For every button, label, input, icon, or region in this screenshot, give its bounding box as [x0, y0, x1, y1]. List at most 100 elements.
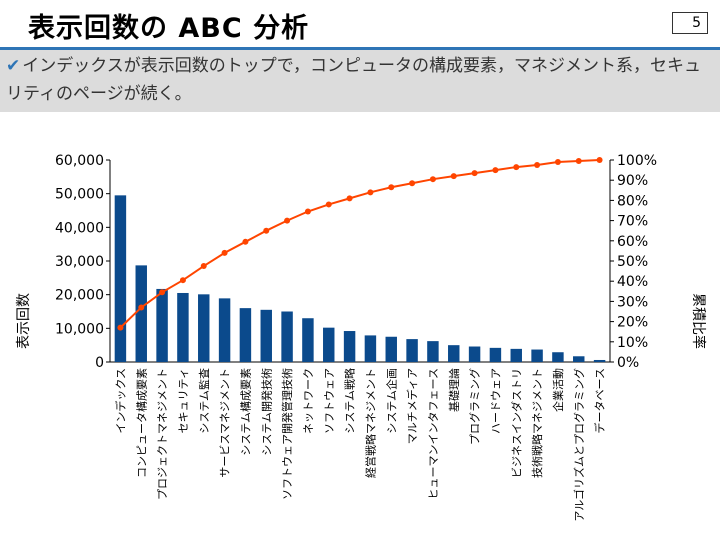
- category-label: サービスマネジメント: [219, 368, 232, 478]
- cumulative-point: [138, 304, 145, 311]
- category-label: コンピュータ構成要素: [135, 368, 148, 478]
- cumulative-point: [388, 184, 395, 191]
- category-label: 企業活動: [551, 368, 565, 412]
- category-label: ソフトウェア: [323, 368, 336, 434]
- category-label: マルチメディア: [405, 368, 419, 444]
- bar: [573, 356, 585, 362]
- y2-tick-label: 40%: [617, 274, 648, 290]
- y2-tick-label: 80%: [617, 193, 648, 209]
- bar: [156, 288, 168, 362]
- category-label: ハードウェア: [489, 368, 502, 434]
- category-label: プロジェクトマネジメント: [156, 368, 169, 500]
- bar: [406, 339, 418, 362]
- cumulative-point: [429, 176, 436, 183]
- cumulative-point: [492, 167, 499, 174]
- cumulative-point: [304, 208, 311, 215]
- category-label: ソフトウェア開発管理技術: [280, 368, 294, 500]
- cumulative-point: [367, 189, 374, 196]
- pareto-chart: 0 10,000 20,000 30,000 40,000 50,000 60,000 0% 1…: [0, 140, 720, 540]
- bar: [364, 335, 377, 362]
- category-label: システム監査: [197, 368, 211, 434]
- y2-tick-label: 30%: [617, 294, 648, 310]
- bar: [260, 309, 272, 362]
- bar: [510, 348, 522, 362]
- category-label: セキュリティ: [177, 368, 190, 433]
- cumulative-point: [513, 164, 520, 171]
- cumulative-point: [284, 217, 291, 224]
- bar: [198, 294, 210, 362]
- category-label: 技術戦略マネジメント: [530, 368, 544, 478]
- bar: [385, 336, 397, 362]
- y-tick-label: 10,000: [55, 321, 104, 337]
- bar: [531, 349, 543, 362]
- cumulative-point: [346, 195, 353, 202]
- cumulative-point: [117, 324, 124, 331]
- y2-tick-label: 50%: [617, 254, 648, 270]
- bar: [281, 311, 293, 362]
- bullet-item: ✔ インデックスが表示回数のトップで，コンピュータの構成要素，マネジメント系，セキ…: [6, 52, 712, 108]
- checkmark-icon: ✔: [6, 56, 21, 76]
- cumulative-point: [179, 277, 186, 284]
- bar: [177, 292, 189, 362]
- cumulative-line: [119, 159, 600, 329]
- category-label: 経営戦略マネジメント: [363, 368, 377, 478]
- bar: [593, 359, 606, 362]
- category-label: 基礎理論: [447, 368, 461, 412]
- cumulative-point: [554, 159, 561, 166]
- bar: [448, 345, 460, 362]
- category-label: システム開発技術: [259, 368, 273, 456]
- bar: [114, 195, 127, 362]
- cumulative-point: [263, 227, 270, 234]
- cumulative-point: [450, 173, 457, 180]
- slide-title: 表示回数の ABC 分析: [28, 13, 310, 44]
- cumulative-point: [159, 289, 166, 296]
- y2-axis-title: 累積比率: [690, 293, 707, 349]
- category-label: システム構成要素: [239, 368, 252, 456]
- cumulative-point: [596, 157, 603, 163]
- category-label: システム企画: [384, 368, 398, 434]
- cumulative-point: [471, 170, 478, 177]
- category-label: システム戦略: [343, 368, 357, 434]
- y2-tick-label: 60%: [617, 234, 648, 250]
- bar: [489, 347, 502, 362]
- bullet-text: インデックスが表示回数のトップで，コンピュータの構成要素，マネジメント系，セキュ…: [6, 56, 702, 104]
- category-label: インデックス: [113, 368, 127, 434]
- y2-tick-label: 70%: [617, 214, 648, 230]
- category-label: ヒューマンインタフェース: [427, 368, 440, 499]
- bar: [239, 308, 252, 362]
- y-tick-label: 60,000: [55, 153, 104, 169]
- chart-svg: 0 10,000 20,000 30,000 40,000 50,000 60,000 0% 1…: [16, 153, 707, 522]
- y2-tick-label: 100%: [617, 153, 657, 169]
- cumulative-point: [200, 263, 207, 270]
- y2-tick-label: 20%: [617, 315, 648, 331]
- bullet-box: [0, 50, 720, 112]
- y-tick-label: 0: [95, 355, 104, 371]
- cumulative-point: [409, 180, 416, 187]
- title-rule: [0, 47, 720, 50]
- bar: [135, 265, 147, 362]
- bar: [468, 346, 481, 362]
- y-tick-label: 30,000: [55, 254, 104, 270]
- y-tick-label: 40,000: [55, 220, 104, 236]
- bar: [343, 331, 356, 362]
- bar: [427, 341, 439, 362]
- y2-tick-label: 0%: [617, 355, 639, 371]
- cumulative-point: [325, 201, 332, 208]
- bar: [302, 318, 314, 362]
- cumulative-point: [221, 249, 228, 256]
- bar: [323, 327, 335, 362]
- category-label: データベース: [593, 368, 607, 433]
- page-number: 5: [672, 12, 708, 34]
- bar: [552, 352, 564, 362]
- y-axis-title: 表示回数: [16, 293, 32, 349]
- y-tick-label: 50,000: [55, 187, 104, 203]
- cumulative-point: [534, 162, 541, 169]
- category-label: ビジネスインダストリ: [509, 368, 523, 478]
- cumulative-point: [242, 238, 249, 245]
- bar: [218, 298, 231, 362]
- y2-tick-label: 90%: [617, 173, 648, 189]
- y2-tick-label: 10%: [617, 335, 648, 351]
- category-label: ネットワーク: [302, 368, 315, 434]
- cumulative-point: [575, 158, 582, 165]
- category-label: プログラミング: [468, 368, 482, 445]
